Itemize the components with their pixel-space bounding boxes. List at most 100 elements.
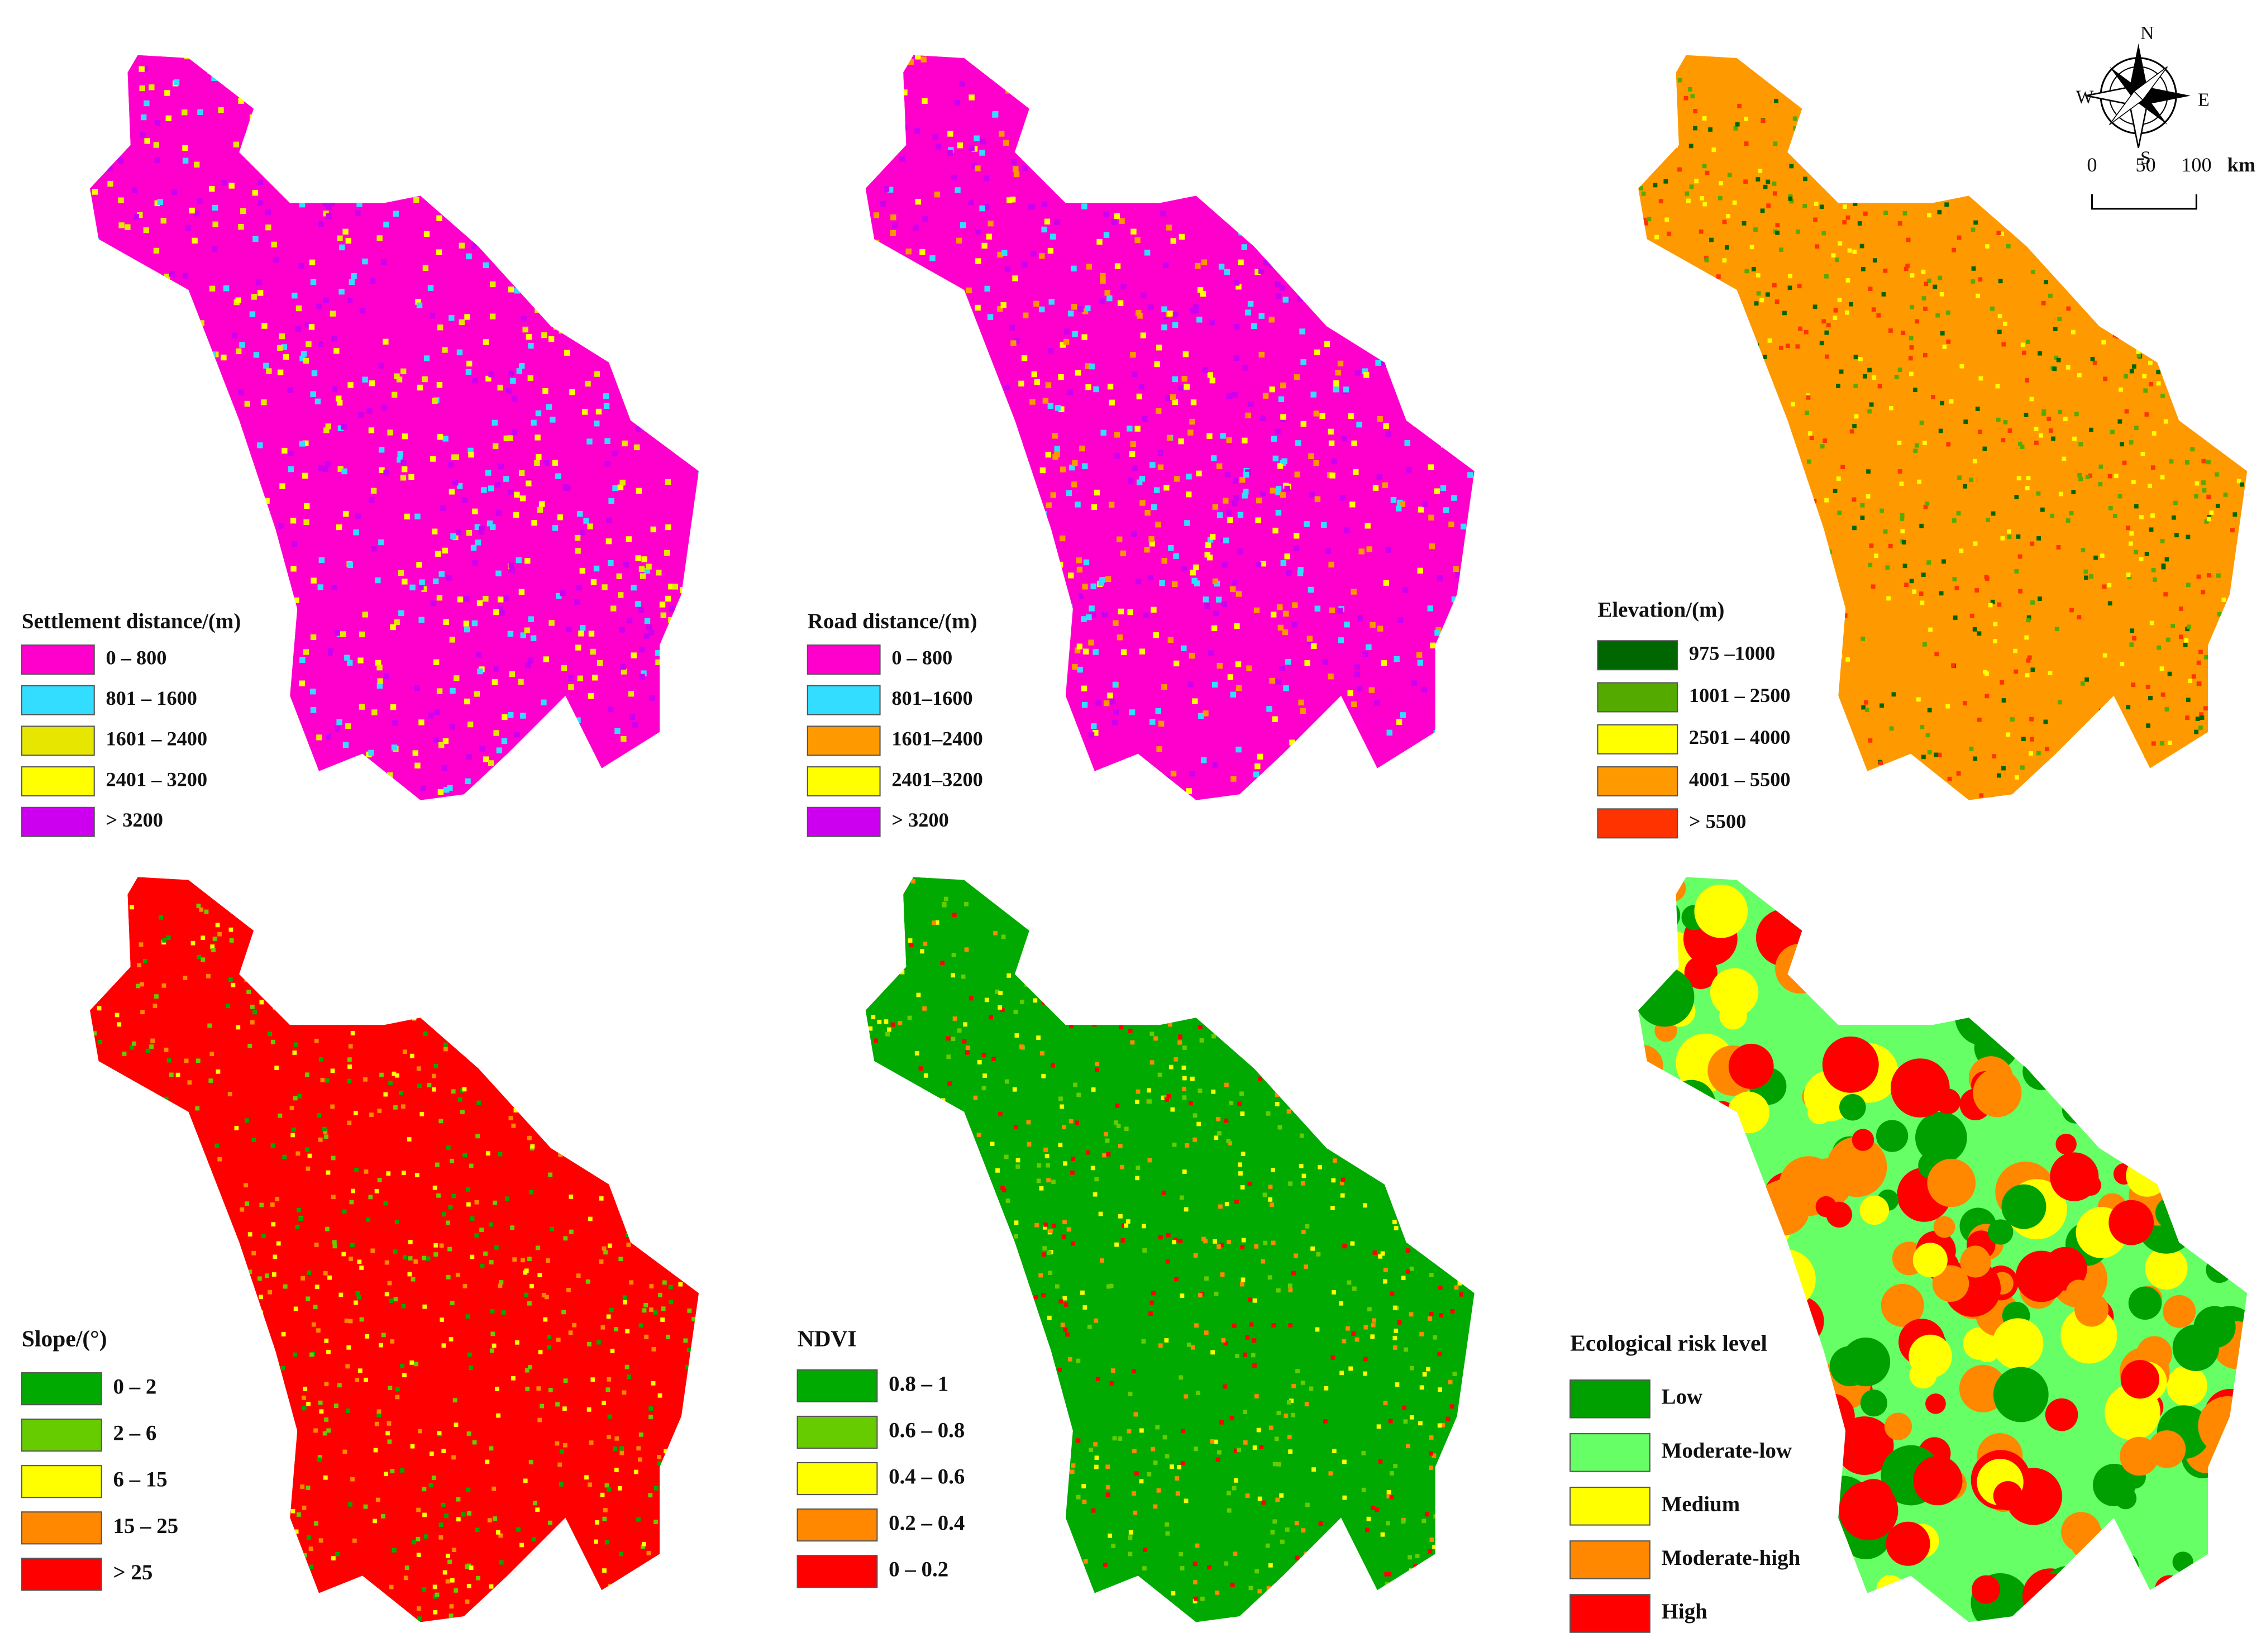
map-texture <box>1211 1034 1216 1039</box>
map-texture <box>274 667 280 674</box>
map-texture <box>146 1048 151 1053</box>
map-texture <box>1132 1449 1137 1454</box>
map-texture <box>218 107 224 113</box>
map-texture <box>344 891 349 896</box>
map-texture <box>497 217 504 224</box>
map-texture <box>462 1153 467 1158</box>
map-texture <box>411 1277 416 1282</box>
map-texture <box>638 115 644 122</box>
map-texture <box>479 526 485 532</box>
map-texture <box>100 573 106 579</box>
map-texture <box>619 1450 624 1455</box>
map-texture <box>1801 55 1806 56</box>
map-texture <box>1034 1223 1039 1228</box>
map-texture <box>1677 167 1682 172</box>
map-texture <box>2025 672 2030 677</box>
map-texture <box>184 55 190 60</box>
map-texture <box>624 952 629 956</box>
map-texture <box>300 1276 305 1281</box>
map-texture <box>195 1106 200 1111</box>
map-texture <box>1428 464 1434 470</box>
map-texture <box>637 1598 642 1603</box>
map-texture <box>693 758 699 765</box>
map-texture <box>522 1576 527 1581</box>
map-texture <box>1342 1495 1347 1500</box>
map-texture <box>1163 87 1170 94</box>
map-texture <box>1183 98 1189 105</box>
map-texture <box>548 620 555 626</box>
map-texture <box>1091 504 1098 510</box>
map-texture <box>669 1513 674 1518</box>
map-texture <box>438 742 445 748</box>
map-texture <box>646 1551 651 1555</box>
map-texture <box>1824 498 1829 503</box>
map-texture <box>374 1421 379 1426</box>
map-texture <box>1762 471 1767 476</box>
map-texture <box>1377 117 1383 123</box>
map-texture <box>261 957 266 962</box>
map-texture <box>435 55 441 59</box>
map-texture <box>1679 383 1684 388</box>
map-texture <box>1644 456 1649 461</box>
map-texture <box>322 200 328 207</box>
map-texture <box>873 302 879 309</box>
map-texture <box>662 1578 667 1582</box>
map-texture <box>373 1448 378 1453</box>
map-texture <box>362 258 368 265</box>
map-texture <box>437 789 444 795</box>
map-texture <box>2200 715 2205 720</box>
map-texture <box>542 1620 547 1622</box>
map-texture <box>1199 110 1206 117</box>
map-texture <box>137 212 143 218</box>
map-texture <box>960 351 966 357</box>
map-texture <box>558 1152 563 1157</box>
map-texture <box>98 693 104 699</box>
map-texture <box>2136 211 2141 216</box>
map-texture <box>421 586 427 592</box>
map-texture <box>674 885 679 890</box>
map-texture <box>1458 612 1464 618</box>
map-texture <box>588 338 594 345</box>
map-texture <box>1977 717 1982 722</box>
map-texture <box>1160 211 1166 217</box>
map-texture <box>568 1330 573 1335</box>
map-texture <box>295 1151 300 1156</box>
map-texture <box>331 336 337 342</box>
map-texture <box>567 223 574 230</box>
map-texture <box>1786 796 1791 800</box>
map-texture <box>122 595 128 601</box>
map-texture <box>645 395 652 402</box>
map-texture <box>2239 213 2244 218</box>
map-texture <box>540 1403 545 1409</box>
map-texture <box>1889 726 1894 731</box>
map-texture <box>1271 436 1277 442</box>
map-texture <box>1133 55 1139 58</box>
map-texture <box>1313 410 1319 417</box>
map-texture <box>267 958 272 963</box>
map-texture <box>501 1310 506 1315</box>
map-texture <box>494 904 498 909</box>
map-texture <box>404 1565 409 1570</box>
map-texture <box>1663 179 1668 184</box>
map-texture <box>1193 304 1199 310</box>
map-texture <box>1286 570 1292 576</box>
map-texture <box>245 1201 249 1206</box>
map-texture <box>1149 541 1156 547</box>
map-texture <box>217 1157 222 1162</box>
map-texture <box>152 1269 158 1274</box>
map-texture <box>422 1487 427 1492</box>
map-texture <box>395 1387 400 1392</box>
map-texture <box>324 1417 329 1422</box>
map-texture <box>1380 1251 1385 1256</box>
map-texture <box>400 951 406 956</box>
map-texture <box>1071 481 1077 488</box>
map-texture <box>457 1097 462 1102</box>
map-texture <box>428 1483 433 1488</box>
map-texture <box>454 1588 459 1593</box>
map-texture <box>306 1401 311 1406</box>
map-texture <box>2097 289 2102 294</box>
map-texture <box>1045 451 1051 458</box>
map-texture <box>1381 218 1387 224</box>
map-texture <box>527 1135 532 1140</box>
map-texture <box>192 1617 197 1622</box>
